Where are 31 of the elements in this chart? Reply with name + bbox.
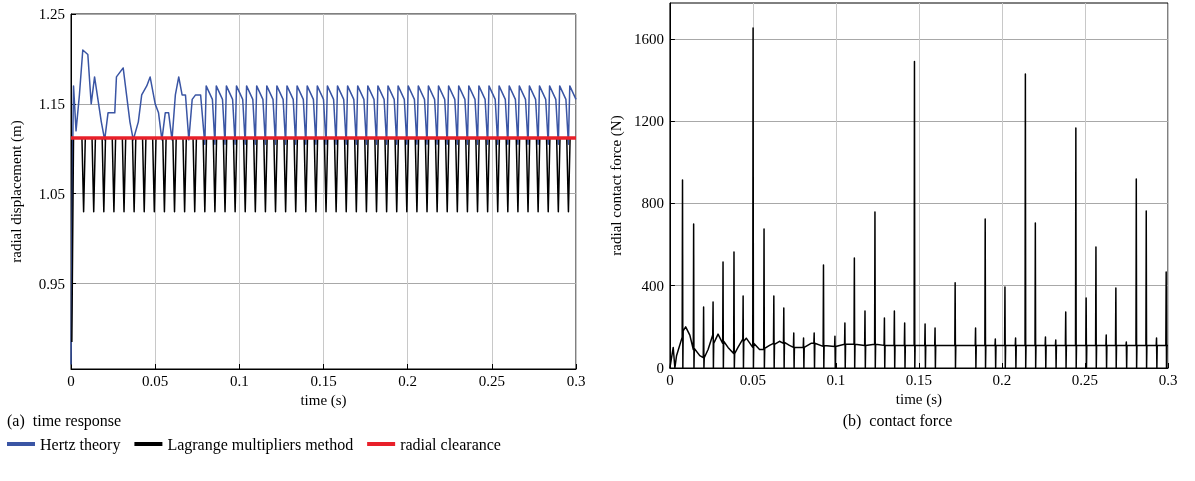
y-axis-title: radial displacement (m) (7, 120, 25, 263)
x-tick-label: 0.05 (142, 372, 169, 389)
x-tick-label: 0.15 (905, 371, 933, 388)
y-tick-label: 0 (656, 360, 664, 376)
x-tick-label: 0.3 (566, 372, 586, 389)
text: (b) contact force (842, 411, 953, 430)
y-tick-label: 400 (641, 277, 664, 294)
y-axis-title: radial contact force (N) (607, 115, 625, 256)
x-axis-title: time (s) (300, 392, 347, 410)
y-tick-label: 1.25 (38, 6, 65, 22)
y-tick-label: 1.05 (38, 185, 65, 202)
x-tick-label: 0.05 (739, 371, 767, 388)
x-axis-title: time (s) (895, 391, 943, 409)
legend-label: Hertz theory (40, 435, 121, 454)
y-tick-label: 1200 (633, 113, 664, 130)
y-tick-label: 1600 (633, 30, 664, 47)
x-tick-label: 0.25 (1071, 371, 1099, 388)
y-tick-label: 800 (641, 195, 664, 212)
x-tick-label: 0.2 (398, 372, 418, 389)
x-tick-label: 0.3 (1158, 371, 1178, 388)
text: (a) time response (7, 411, 122, 430)
x-tick-label: 0.15 (310, 372, 337, 389)
legend-label: radial clearance (400, 435, 501, 453)
line-series (70, 49, 577, 366)
y-tick-label: 0.95 (38, 275, 65, 292)
legend-label: Lagrange multipliers method (167, 435, 354, 454)
x-tick-label: 0.25 (478, 372, 505, 389)
x-tick-label: 0.2 (992, 371, 1012, 388)
x-tick-label: 0.1 (229, 372, 249, 389)
x-tick-label: 0.1 (826, 371, 846, 388)
y-tick-label: 1.15 (38, 95, 65, 112)
